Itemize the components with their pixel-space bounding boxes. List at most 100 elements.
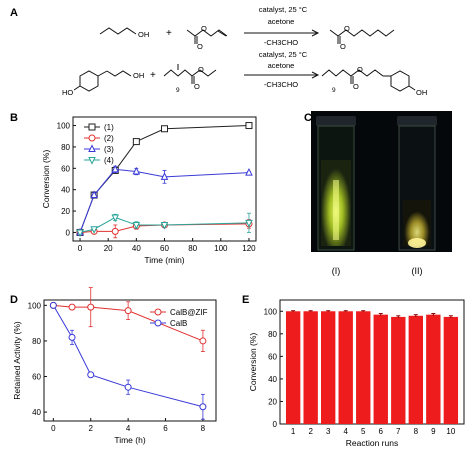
panel-label-d: D <box>10 294 18 306</box>
panel-label-b: B <box>10 112 18 124</box>
y-tick-label: 100 <box>57 122 71 131</box>
data-point <box>90 190 98 199</box>
data-point <box>245 219 253 228</box>
legend-label: (1) <box>104 123 114 132</box>
svg-text:O: O <box>357 65 363 74</box>
panel-e: E 0 20 40 60 80 100 1 2 3 4 5 6 7 8 9 10 Reaction runs Co… <box>242 294 465 448</box>
svg-text:O: O <box>344 24 350 33</box>
data-point <box>245 122 253 130</box>
data-point <box>132 166 141 175</box>
y-tick-label: 60 <box>268 352 277 361</box>
x-tick-label: 60 <box>160 244 169 253</box>
svg-text:O: O <box>194 82 200 91</box>
y-tick-label: 40 <box>32 408 41 417</box>
x-tick-label: 6 <box>379 427 384 436</box>
x-tick-label: 100 <box>214 244 228 253</box>
y-tick-label: 20 <box>268 397 277 406</box>
x-tick-label: 0 <box>51 424 56 433</box>
legend-label: (2) <box>104 134 114 143</box>
panel-a: A OH + O O catalyst, 25 °C acetone -CH3C… <box>10 5 427 97</box>
vial-label-2: (II) <box>412 266 423 276</box>
panel-c: C (I) (II) <box>304 111 452 276</box>
butanol-chain <box>99 27 137 35</box>
x-tick-label: 5 <box>361 427 366 436</box>
series-3 <box>76 212 253 238</box>
data-point <box>90 226 98 234</box>
chart-b: 0 20 40 60 80 100 0 20 40 60 80 100 120 Time (min) Con… <box>41 116 257 265</box>
data-point <box>132 221 141 230</box>
x-axis-label: Time (h) <box>114 435 145 445</box>
x-tick-label: 8 <box>414 427 419 436</box>
data-point <box>160 172 169 180</box>
data-point <box>68 333 76 341</box>
data-point <box>199 403 207 411</box>
x-tick-label: 3 <box>326 427 331 436</box>
y-tick-label: 60 <box>61 164 70 173</box>
catalyst-label-2: catalyst, 25 °C <box>259 50 308 59</box>
svg-text:O: O <box>340 42 346 51</box>
panel-label-e: E <box>242 294 249 306</box>
panel-b: B 0 20 40 60 80 100 0 20 40 60 80 100 120 Time (min) C… <box>10 112 257 265</box>
reaction-1-text: OH + O O catalyst, 25 °C acetone -CH3CHO… <box>138 5 350 51</box>
x-axis-label: Time (min) <box>144 255 184 265</box>
y-tick-label: 80 <box>268 330 277 339</box>
catalyst-label-1: catalyst, 25 °C <box>259 5 308 14</box>
byproduct-label-2: -CH3CHO <box>264 80 298 89</box>
solvent-label-1: acetone <box>268 17 295 26</box>
plot-frame <box>279 299 465 425</box>
legend-label: (3) <box>104 145 114 154</box>
butyl-acetate-chain <box>329 29 395 37</box>
series-line <box>79 216 249 233</box>
data-point <box>49 301 57 309</box>
x-tick-label: 80 <box>188 244 197 253</box>
bar <box>408 315 423 424</box>
x-tick-label: 120 <box>242 244 256 253</box>
vial-1 <box>316 116 356 251</box>
y-tick-label: 80 <box>61 143 70 152</box>
data-point <box>160 221 169 230</box>
legend-marker <box>154 319 162 327</box>
bar <box>303 311 318 424</box>
x-tick-label: 0 <box>78 244 83 253</box>
reaction-2-text: HO OH + 9 O O catalyst, 25 °C acetone -C… <box>62 50 427 97</box>
data-point <box>111 164 120 173</box>
legend-marker <box>154 308 162 316</box>
y-tick-label: 100 <box>264 307 278 316</box>
oh-label-3: OH <box>416 88 427 97</box>
y-tick-label: 0 <box>273 420 278 429</box>
y-tick-label: 20 <box>61 207 70 216</box>
x-tick-label: 4 <box>126 424 131 433</box>
x-axis-label: Reaction runs <box>346 438 398 448</box>
data-point <box>87 303 95 311</box>
legend-label: CalB@ZIF <box>170 308 208 317</box>
chart-e: 0 20 40 60 80 100 1 2 3 4 5 6 7 8 9 10 Reaction runs Conv… <box>248 299 465 448</box>
oh-label-2: OH <box>133 71 144 80</box>
x-tick-label: 8 <box>201 424 206 433</box>
reaction-1 <box>99 27 395 44</box>
data-point <box>199 337 207 345</box>
data-point <box>111 214 120 223</box>
y-tick-label: 40 <box>268 375 277 384</box>
bar <box>391 316 406 424</box>
x-tick-label: 9 <box>431 427 436 436</box>
bar <box>426 314 441 424</box>
bar <box>356 311 371 424</box>
y-axis-label: Conversion (%) <box>248 333 258 392</box>
y-tick-label: 60 <box>32 373 41 382</box>
series-1 <box>49 301 207 420</box>
product-ring <box>390 70 410 92</box>
legend-marker <box>88 157 96 165</box>
plus-sign: + <box>166 28 172 39</box>
vinyl-laurate-chain <box>163 69 217 77</box>
bar <box>373 314 388 424</box>
svg-text:O: O <box>198 65 204 74</box>
phenol-ring <box>79 70 99 92</box>
plus-sign-2: + <box>150 70 156 81</box>
x-tick-label: 4 <box>343 427 348 436</box>
plot-frame <box>43 299 217 422</box>
data-point <box>87 371 95 379</box>
x-tick-label: 20 <box>104 244 113 253</box>
subscript-9-left: 9 <box>176 87 180 94</box>
ester-product-chain <box>321 69 384 77</box>
